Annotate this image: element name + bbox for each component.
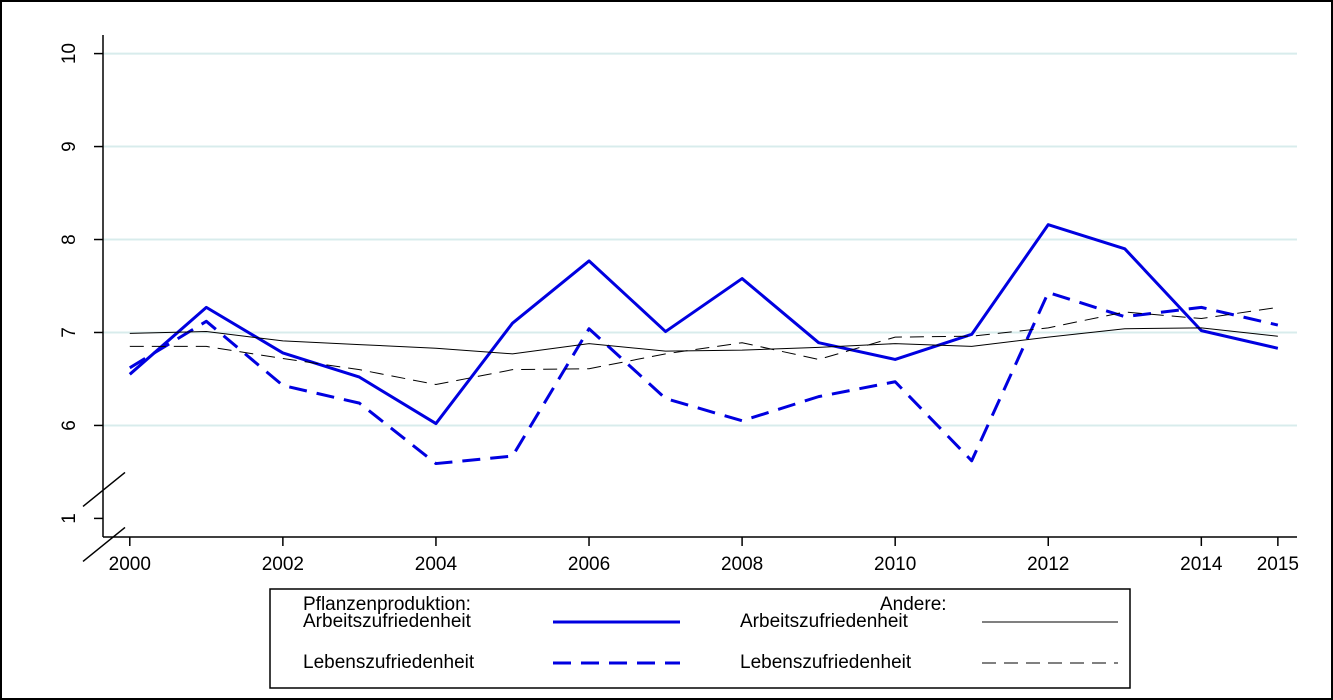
series-line — [129, 327, 1278, 355]
y-tick-label: 8 — [59, 234, 80, 245]
x-tick-label: 2015 — [1257, 554, 1299, 575]
x-tick-label: 2000 — [109, 554, 151, 575]
series-line — [129, 291, 1279, 466]
legend-group-title: Andere: — [880, 594, 947, 615]
legend-box — [269, 588, 1131, 689]
legend-label: Arbeitszufriedenheit — [303, 611, 472, 632]
x-tick-label: 2014 — [1180, 554, 1223, 575]
legend-label: Lebenszufriedenheit — [740, 652, 912, 673]
y-tick-label: 1 — [59, 513, 80, 524]
series-line — [128, 223, 1279, 426]
legend-label: Arbeitszufriedenheit — [740, 611, 909, 632]
x-tick-label: 2012 — [1027, 554, 1069, 575]
y-tick-label: 9 — [59, 141, 80, 152]
x-tick-label: 2010 — [874, 554, 916, 575]
x-tick-label: 2008 — [721, 554, 763, 575]
axis-break-mark — [82, 471, 126, 507]
x-tick-label: 2004 — [415, 554, 458, 575]
legend-label: Lebenszufriedenheit — [303, 652, 475, 673]
x-tick-label: 2006 — [568, 554, 610, 575]
x-tick-label: 2002 — [262, 554, 304, 575]
y-tick-label: 10 — [59, 43, 80, 64]
y-tick-label: 6 — [59, 420, 80, 431]
legend-group-title: Pflanzenproduktion: — [303, 594, 471, 615]
y-tick-label: 7 — [59, 327, 80, 338]
axis-break-mark — [82, 526, 126, 562]
series-line — [129, 306, 1278, 386]
